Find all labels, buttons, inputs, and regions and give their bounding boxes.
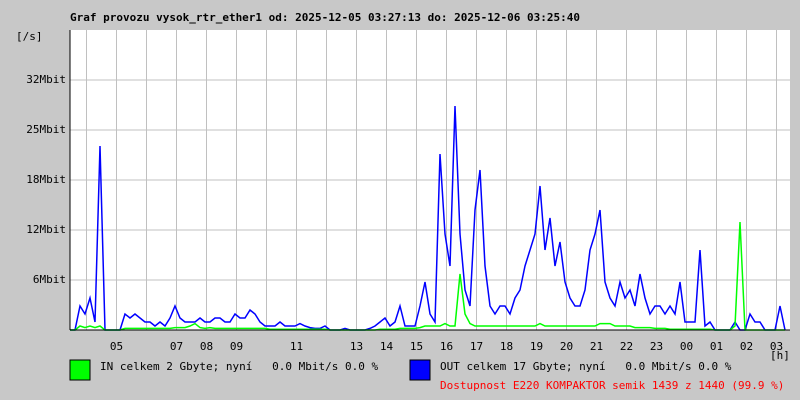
legend-label: OUT celkem 17 Gbyte; nyní 0.0 Mbit/s 0.0…: [440, 360, 732, 373]
series-line: [70, 221, 785, 331]
x-tick-label: 17: [470, 340, 483, 353]
legend-label: IN celkem 2 Gbyte; nyní 0.0 Mbit/s 0.0 %: [100, 360, 379, 373]
x-tick-label: 11: [290, 340, 303, 353]
x-tick-label: 14: [380, 340, 394, 353]
chart-title: Graf provozu vysok_rtr_ether1 od: 2025-1…: [70, 11, 580, 24]
x-tick-label: 22: [620, 340, 633, 353]
availability-note: Dostupnost E220 KOMPAKTOR semik 1439 z 1…: [440, 379, 784, 392]
x-tick-label: 08: [200, 340, 213, 353]
grid: [70, 30, 790, 330]
x-tick-label: 23: [650, 340, 663, 353]
legend-swatch: [69, 359, 91, 381]
y-tick-label: 32Mbit: [26, 73, 66, 86]
x-tick-label: 00: [680, 340, 693, 353]
x-unit: [h]: [770, 349, 790, 362]
x-tick-label: 13: [350, 340, 363, 353]
lines: [70, 105, 786, 331]
y-unit: [/s]: [16, 30, 43, 43]
x-tick-label: 03: [770, 340, 783, 353]
series-line: [70, 105, 786, 331]
y-tick-label: 18Mbit: [26, 173, 66, 186]
x-tick-label: 21: [590, 340, 603, 353]
x-tick-label: 05: [110, 340, 123, 353]
x-tick-label: 18: [500, 340, 513, 353]
x-tick-label: 20: [560, 340, 573, 353]
y-tick-label: 25Mbit: [26, 123, 66, 136]
x-tick-label: 01: [710, 340, 723, 353]
x-tick-label: 07: [170, 340, 183, 353]
x-tick-label: 09: [230, 340, 243, 353]
y-tick-label: 12Mbit: [26, 223, 66, 236]
x-tick-label: 15: [410, 340, 423, 353]
x-tick-label: 02: [740, 340, 753, 353]
x-tick-label: 19: [530, 340, 543, 353]
legend-swatch: [409, 359, 431, 381]
y-tick-label: 6Mbit: [33, 273, 66, 286]
x-tick-label: 16: [440, 340, 453, 353]
